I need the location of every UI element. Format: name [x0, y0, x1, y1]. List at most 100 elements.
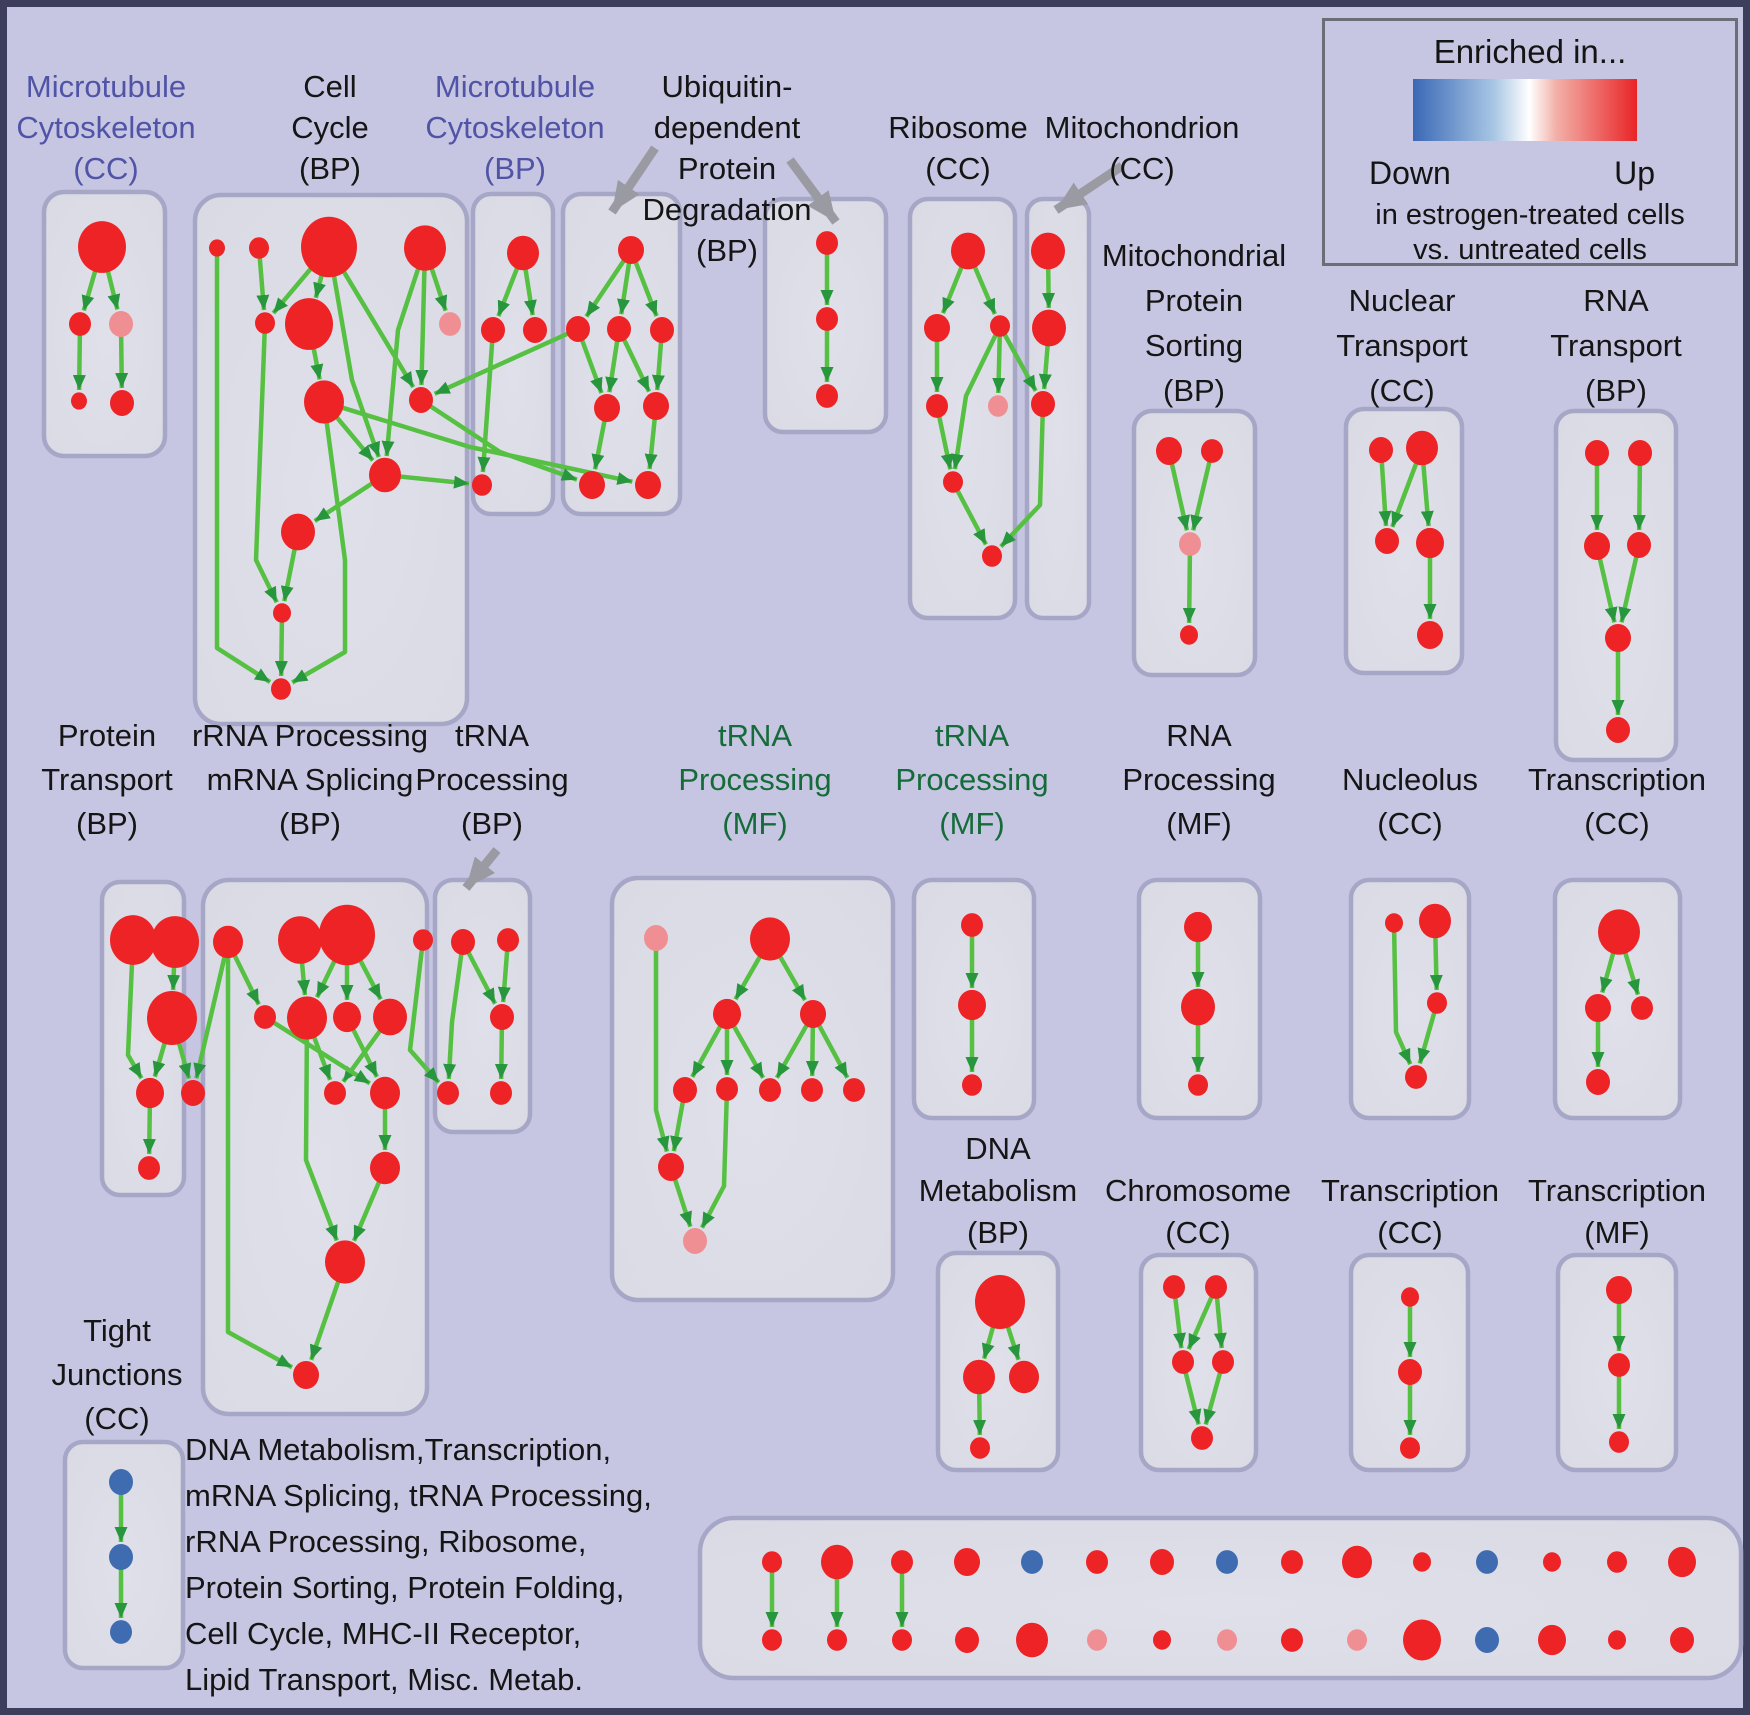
edge	[310, 345, 324, 380]
node-t3	[1416, 527, 1444, 559]
transcription-cc-1-label: Transcription (CC)	[1528, 762, 1706, 841]
trna-mf-1-label-line: (MF)	[722, 806, 787, 841]
edge	[971, 263, 997, 315]
node-b11	[273, 603, 291, 623]
misc-categories-line: Lipid Transport, Misc. Metab.	[185, 1662, 583, 1697]
legend-down-label: Down	[1369, 155, 1451, 191]
legend-gradient-bar	[1413, 79, 1637, 141]
edge	[1213, 1295, 1227, 1349]
node-d2	[1009, 1360, 1039, 1394]
edge	[672, 1176, 693, 1228]
node-rJ	[370, 1076, 400, 1110]
edge	[690, 1023, 724, 1078]
edge	[1597, 556, 1618, 623]
cell-cycle-label-line: (BP)	[299, 151, 361, 186]
rna-mf-label: RNA Processing (MF)	[1122, 718, 1275, 841]
edge	[700, 1097, 729, 1229]
node-f0	[1606, 1275, 1632, 1305]
edge	[1632, 462, 1646, 531]
cell-cycle-label-line: Cycle	[291, 110, 369, 145]
microtubule-cc-label-line: (CC)	[73, 151, 138, 186]
node-b6	[439, 312, 461, 336]
edge	[805, 1024, 819, 1077]
node-v1	[816, 307, 838, 331]
node-u0	[618, 235, 644, 265]
edge	[303, 1035, 339, 1242]
nucleolus-label-line: Nucleolus	[1342, 762, 1478, 797]
node-h0	[1031, 232, 1065, 270]
transcription-cc-2-label-line: (CC)	[1377, 1215, 1442, 1250]
edge	[331, 272, 381, 458]
edge	[81, 267, 99, 312]
node-r0	[951, 232, 985, 270]
edge	[309, 1278, 342, 1361]
node-j1	[109, 1544, 133, 1570]
edge	[1169, 461, 1190, 531]
node-rK	[370, 1151, 400, 1185]
strip-node-top-10	[1413, 1552, 1431, 1572]
edge	[340, 268, 416, 389]
strip-node-top-9	[1342, 1545, 1372, 1579]
edge	[1429, 934, 1443, 991]
edge	[981, 1323, 996, 1360]
edge	[1172, 1295, 1186, 1349]
node-b1	[249, 237, 269, 259]
strip-node-bottom-3	[955, 1627, 979, 1653]
node-s3	[1180, 625, 1198, 645]
strip-node-bottom-7	[1217, 1629, 1237, 1651]
microtubule-bp-label: Microtubule Cytoskeleton (BP)	[425, 69, 604, 186]
node-m1	[481, 317, 505, 343]
edge	[936, 414, 954, 470]
node-p1	[151, 916, 199, 968]
edge	[297, 959, 311, 996]
edges-layer	[72, 252, 1646, 1627]
misc-categories-line: Cell Cycle, MHC-II Receptor,	[185, 1616, 581, 1651]
node-j2	[110, 1620, 132, 1644]
strip-node-top-13	[1607, 1551, 1627, 1573]
node-h2	[1031, 391, 1055, 417]
edge	[115, 333, 129, 389]
microtubule-bp-label-line: (BP)	[484, 151, 546, 186]
edge	[105, 267, 121, 310]
node-u6	[579, 470, 605, 500]
node-w5	[1606, 717, 1630, 743]
edge	[291, 419, 348, 685]
edge	[954, 488, 988, 546]
node-q7	[801, 1078, 823, 1102]
node-rI	[324, 1081, 346, 1105]
node-tb2	[490, 1004, 514, 1030]
node-p5	[138, 1156, 160, 1180]
node-u2	[607, 316, 631, 342]
mito-protein-sorting-label-line: Sorting	[1145, 328, 1243, 363]
protein-transport-label-line: Protein	[58, 718, 156, 753]
edge	[1420, 461, 1434, 527]
node-b12	[271, 678, 291, 700]
node-s0	[1156, 436, 1182, 466]
node-a1	[69, 312, 91, 336]
node-q4	[673, 1077, 697, 1103]
edge	[774, 1022, 810, 1079]
node-t2	[1375, 528, 1399, 554]
nuclear-transport-label-line: (CC)	[1369, 373, 1434, 408]
edge	[274, 619, 288, 677]
cluster-box-chromosome	[1138, 1252, 1259, 1473]
node-w1	[1628, 440, 1652, 466]
trna-bp-label-line: (BP)	[461, 806, 523, 841]
trna-mf-2-label-line: tRNA	[935, 718, 1009, 753]
trna-mf-2-label-line: Processing	[895, 762, 1048, 797]
node-v0	[816, 231, 838, 255]
edge	[670, 1099, 686, 1152]
node-rF	[287, 996, 327, 1040]
node-q3	[800, 999, 826, 1029]
rna-mf-label-line: (MF)	[1166, 806, 1231, 841]
edge	[176, 1039, 192, 1080]
microtubule-cc-label-line: Microtubule	[26, 69, 186, 104]
node-b9	[369, 457, 401, 493]
microtubule-cc-label-line: Cytoskeleton	[16, 110, 195, 145]
cluster-box-rna-transport	[1553, 408, 1679, 763]
edge	[311, 1034, 333, 1081]
edge	[1038, 342, 1052, 390]
node-r5	[943, 471, 963, 493]
